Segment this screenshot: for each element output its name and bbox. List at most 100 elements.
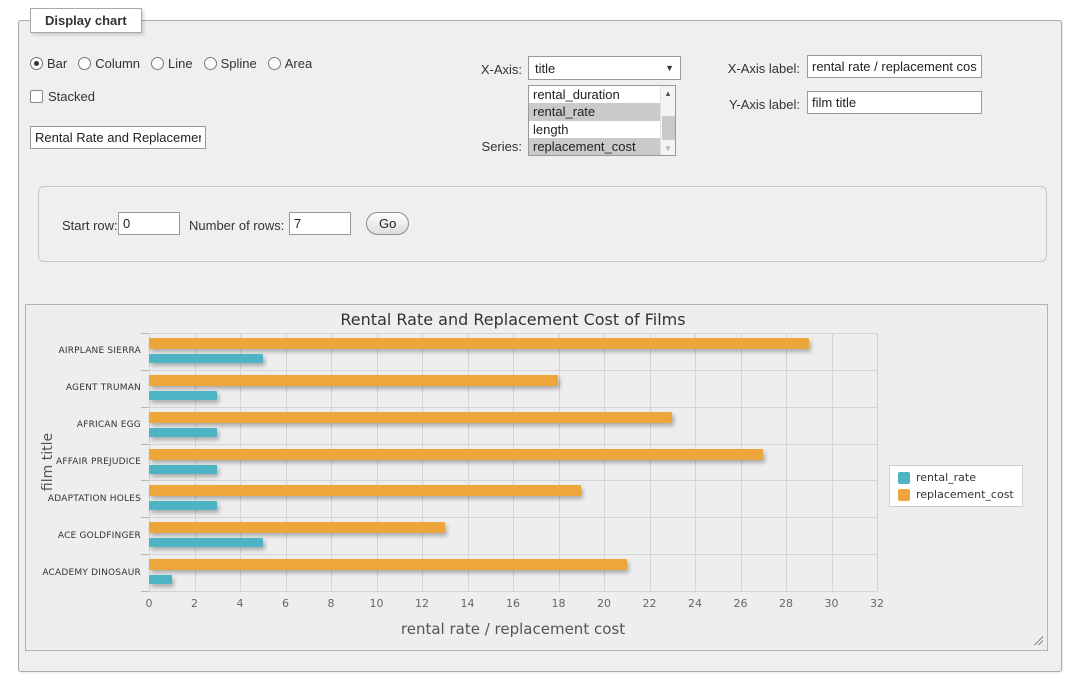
- scrollbar-thumb[interactable]: [662, 116, 675, 140]
- legend-label: rental_rate: [916, 471, 976, 484]
- chart-type-radio-area[interactable]: Area: [267, 56, 313, 71]
- chart-type-radio-column[interactable]: Column: [78, 56, 140, 71]
- scroll-up-icon[interactable]: ▲: [664, 88, 672, 98]
- x-axis-label-input[interactable]: [807, 55, 982, 78]
- bar-replacement_cost[interactable]: [149, 559, 627, 571]
- fieldset-title: Display chart: [30, 8, 142, 33]
- stacked-checkbox[interactable]: [30, 90, 43, 103]
- category-label: AFRICAN EGG: [76, 420, 141, 431]
- radio-label: Line: [168, 56, 193, 71]
- gridline: [376, 333, 378, 591]
- gridline: [695, 333, 696, 591]
- radio-icon[interactable]: [203, 57, 217, 70]
- gridline: [149, 370, 877, 371]
- gridline: [786, 333, 787, 591]
- x-axis-select-label: X-Axis:: [480, 62, 522, 77]
- plot-area: 0 2 4 6 8 10 12 14 16 18 20 22 24 26 28 30 32 AIRPLANE SI…: [42, 333, 884, 610]
- y-tick: [141, 517, 149, 518]
- stacked-label: Stacked: [48, 89, 95, 104]
- bar-rental_rate[interactable]: [149, 354, 263, 363]
- radio-label: Spline: [220, 56, 257, 71]
- bar-rental_rate[interactable]: [149, 501, 218, 511]
- gridline: [831, 333, 833, 591]
- x-tick-label: 30: [824, 597, 839, 610]
- gridline: [149, 407, 877, 408]
- gridline: [558, 333, 560, 591]
- bar-replacement_cost[interactable]: [149, 411, 673, 423]
- start-row-input[interactable]: [118, 212, 180, 235]
- x-axis-select[interactable]: title ▼: [528, 56, 681, 80]
- gridline: [649, 333, 651, 591]
- x-tick-label: 16: [506, 597, 520, 610]
- x-tick-label: 8: [327, 597, 335, 610]
- category-label: AFFAIR PREJUDICE: [56, 456, 141, 467]
- radio-icon[interactable]: [151, 57, 165, 70]
- x-tick-label: 0: [145, 597, 153, 610]
- gridline: [285, 333, 287, 591]
- y-axis-label-input[interactable]: [807, 91, 982, 114]
- gridline: [149, 333, 877, 334]
- gridline: [513, 333, 514, 591]
- legend-swatch-icon: [898, 488, 910, 501]
- x-tick-label: 26: [733, 597, 748, 610]
- gridline: [194, 333, 196, 591]
- gridline: [149, 517, 877, 518]
- bar-replacement_cost[interactable]: [149, 522, 445, 534]
- scroll-down-icon[interactable]: ▼: [664, 143, 672, 153]
- rows-panel: [38, 186, 1047, 262]
- series-list-label: Series:: [481, 139, 522, 154]
- x-axis-label-caption: X-Axis label:: [727, 61, 800, 76]
- gridline: [467, 333, 469, 591]
- chart-type-radio-spline[interactable]: Spline: [203, 56, 257, 71]
- series-list-scrollbar[interactable]: ▲ ▼: [660, 86, 675, 155]
- radio-icon[interactable]: [30, 57, 43, 70]
- bar-replacement_cost[interactable]: [149, 338, 809, 349]
- radio-label: Column: [95, 56, 141, 71]
- radio-icon[interactable]: [267, 57, 281, 70]
- gridline: [604, 333, 605, 591]
- bar-replacement_cost[interactable]: [149, 374, 559, 386]
- legend-item-rental_rate[interactable]: rental_rate: [898, 471, 1014, 484]
- radio-icon[interactable]: [78, 57, 92, 70]
- series-option-replacement_cost[interactable]: replacement_cost: [529, 137, 660, 155]
- gridline: [149, 444, 877, 445]
- gridline: [740, 333, 742, 591]
- chart-type-radio-group: Bar Column Line Spline Area: [30, 56, 312, 71]
- num-rows-input[interactable]: [289, 212, 351, 235]
- radio-label: Bar: [47, 56, 68, 71]
- chart-panel: Rental Rate and Replacement Cost of Film…: [25, 304, 1048, 651]
- series-option-rental_duration[interactable]: rental_duration: [533, 87, 620, 102]
- series-option-rental_rate[interactable]: rental_rate: [529, 103, 660, 121]
- x-tick-label: 6: [282, 597, 289, 610]
- chart-title-input[interactable]: [30, 126, 206, 149]
- chart-type-radio-line[interactable]: Line: [151, 56, 193, 71]
- series-options: rental_duration rental_rate length replacem…: [529, 86, 660, 155]
- series-listbox: rental_duration rental_rate length replacem…: [528, 85, 676, 156]
- chart-type-radio-bar[interactable]: Bar: [30, 56, 67, 71]
- gridline: [149, 333, 150, 591]
- radio-label: Area: [284, 56, 313, 71]
- series-option-length[interactable]: length: [533, 121, 569, 137]
- y-tick: [141, 554, 149, 555]
- bar-rental_rate[interactable]: [149, 390, 218, 400]
- y-tick: [141, 370, 149, 371]
- gridline: [240, 333, 241, 591]
- bar-rental_rate[interactable]: [149, 427, 218, 437]
- y-tick: [141, 480, 149, 481]
- x-tick-label: 24: [688, 597, 702, 610]
- bar-replacement_cost[interactable]: [149, 448, 764, 460]
- legend-item-replacement_cost[interactable]: replacement_cost: [898, 488, 1014, 501]
- bar-replacement_cost[interactable]: [149, 485, 582, 497]
- stacked-checkbox-row: Stacked: [30, 89, 95, 104]
- category-label: ADAPTATION HOLES: [47, 493, 141, 504]
- bar-rental_rate[interactable]: [149, 575, 172, 585]
- bar-rental_rate[interactable]: [149, 538, 263, 548]
- x-tick-label: 2: [191, 597, 198, 610]
- resize-handle-icon[interactable]: [1032, 634, 1043, 645]
- chart-x-axis-title: rental rate / replacement cost: [400, 620, 626, 638]
- go-button[interactable]: Go: [366, 212, 410, 235]
- num-rows-label: Number of rows:: [189, 218, 285, 233]
- bar-rental_rate[interactable]: [149, 464, 218, 474]
- gridline: [149, 480, 877, 481]
